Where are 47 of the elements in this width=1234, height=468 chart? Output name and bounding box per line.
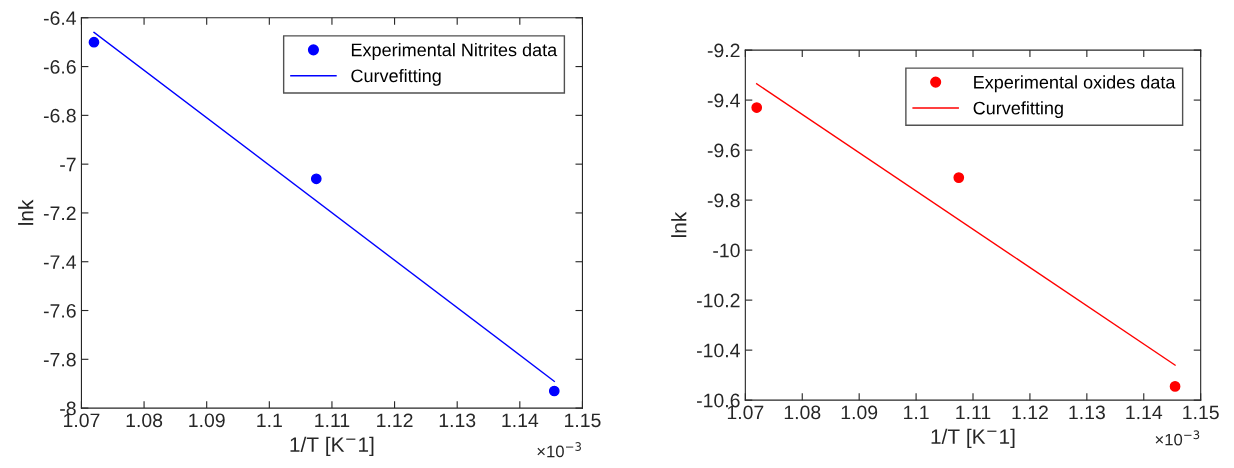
y-tick-label: -6.8 <box>43 108 76 123</box>
point <box>310 173 322 185</box>
y-tick-label: -7.2 <box>43 206 76 220</box>
y-tick-label: -7.8 <box>43 352 76 367</box>
y-tick-label: -9.4 <box>707 93 740 108</box>
legend-label: Experimental oxides data <box>974 75 1176 93</box>
y-tick-label: -9.6 <box>707 143 740 158</box>
point <box>548 385 560 397</box>
y-tick-label: -7 <box>60 157 76 172</box>
y-tick-label: -9.8 <box>707 193 740 208</box>
x-tick-label: 1.11 <box>315 413 350 428</box>
y-tick-label: -7.6 <box>43 303 76 318</box>
x-tick-label: 1.1 <box>904 405 929 420</box>
y-tick-label: -7.4 <box>43 255 77 269</box>
text: ×10$^{−3}$ <box>1155 430 1200 446</box>
x-tick-label: 1.14 <box>1126 405 1163 420</box>
y-tick-label: -9.2 <box>707 43 740 58</box>
x-axis-title: 1/T [K$^{−}$1] <box>290 436 374 457</box>
text: ×10$^{−3}$ <box>537 442 581 458</box>
y-tick-label: -10.2 <box>697 293 740 308</box>
x-tick-label: 1.09 <box>189 413 225 428</box>
x-axis-title: 1/T [K$^{−}$1] <box>931 428 1015 449</box>
legend-label: Curvefitting <box>351 68 441 86</box>
legend-label: Curvefitting <box>973 101 1063 119</box>
x-tick-label: 1.11 <box>956 405 991 420</box>
y-tick-label: -6.4 <box>43 11 77 26</box>
x-tick-label: 1.08 <box>784 405 821 420</box>
x-tick-label: 1.13 <box>439 413 476 428</box>
y-axis-title: lnk <box>671 211 687 238</box>
x-tick-label: 1.15 <box>1183 405 1219 420</box>
point <box>88 36 100 48</box>
legend-label: Experimental Nitrites data <box>351 43 558 60</box>
x-tick-label: 1.13 <box>1069 405 1105 420</box>
x-tick-label: 1.09 <box>841 405 878 420</box>
x-tick-label: 1.1 <box>257 413 282 428</box>
x-tick-label: 1.15 <box>565 413 601 428</box>
y-tick-label: -6.6 <box>43 60 76 74</box>
point <box>1169 381 1181 392</box>
y-axis-title: lnk <box>18 199 34 225</box>
x-tick-label: 1.12 <box>377 413 413 428</box>
point <box>751 102 763 113</box>
x-tick-label: 1.14 <box>502 413 539 428</box>
point <box>953 172 965 183</box>
x-tick-label: 1.12 <box>1012 405 1048 420</box>
y-tick-label: -10 <box>713 243 740 258</box>
y-tick-label: -10.4 <box>697 343 740 358</box>
x-tick-label: 1.08 <box>126 413 163 428</box>
